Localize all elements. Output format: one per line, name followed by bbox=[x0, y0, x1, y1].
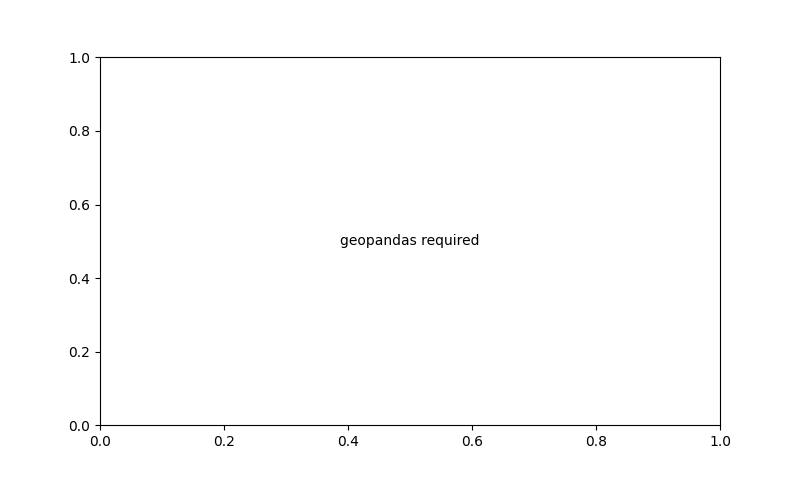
Text: geopandas required: geopandas required bbox=[340, 234, 480, 249]
